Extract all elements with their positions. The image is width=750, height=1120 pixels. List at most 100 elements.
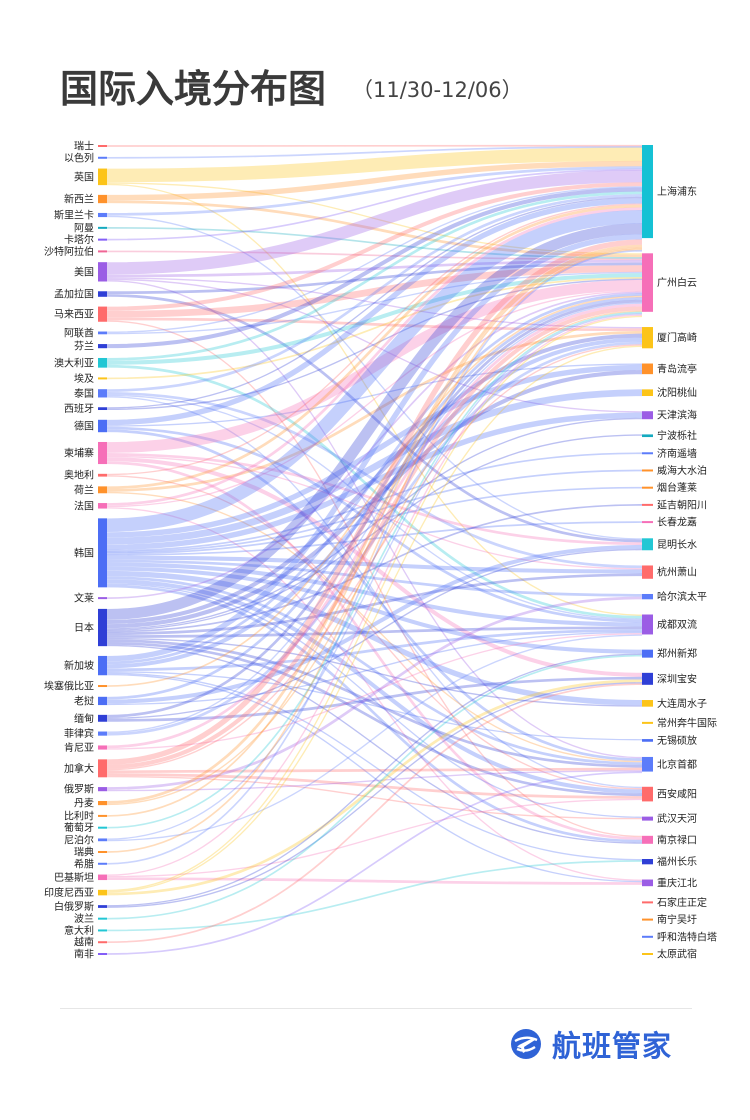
sankey-link bbox=[106, 639, 643, 768]
source-node-bar bbox=[98, 262, 107, 282]
sankey-link bbox=[106, 629, 643, 672]
source-node-label: 菲律宾 bbox=[64, 727, 94, 740]
source-node-bar bbox=[98, 441, 107, 465]
sankey-link bbox=[106, 249, 643, 865]
target-node-label: 福州长乐 bbox=[657, 855, 697, 868]
source-node-label: 以色列 bbox=[64, 151, 94, 164]
sankey-link bbox=[106, 566, 643, 654]
source-node-bar bbox=[98, 226, 107, 229]
sankey-link bbox=[106, 429, 643, 761]
sankey-link bbox=[106, 345, 643, 893]
sankey-link bbox=[106, 315, 643, 892]
sankey-link bbox=[106, 344, 643, 771]
target-node-bar bbox=[642, 565, 653, 579]
source-node-label: 德国 bbox=[74, 419, 94, 432]
target-node-bar bbox=[642, 935, 653, 938]
source-node-bar bbox=[98, 608, 107, 647]
sankey-link bbox=[106, 455, 643, 570]
source-node-bar bbox=[98, 800, 107, 806]
target-node-label: 威海大水泊 bbox=[657, 464, 707, 477]
sankey-link bbox=[106, 671, 643, 741]
sankey-link bbox=[106, 673, 643, 883]
sankey-link bbox=[106, 239, 643, 765]
sankey-link bbox=[106, 683, 643, 944]
sankey-link bbox=[106, 234, 643, 662]
target-node-bar bbox=[642, 614, 653, 635]
sankey-link bbox=[106, 295, 643, 687]
source-node-bar bbox=[98, 731, 107, 736]
sankey-link bbox=[106, 341, 643, 736]
sankey-link bbox=[106, 265, 643, 318]
target-node-label: 无锡硕放 bbox=[657, 734, 697, 747]
source-node-label: 瑞士 bbox=[74, 140, 94, 153]
target-node-bar bbox=[642, 786, 653, 802]
sankey-link bbox=[106, 644, 643, 844]
target-node-label: 延吉朝阳川 bbox=[657, 499, 707, 511]
source-node-label: 荷兰 bbox=[74, 483, 94, 496]
source-node-label: 埃及 bbox=[74, 372, 94, 385]
sankey-links bbox=[106, 144, 643, 955]
target-node-label: 深圳宝安 bbox=[657, 672, 697, 685]
source-node-bar bbox=[98, 503, 107, 509]
sankey-link bbox=[106, 548, 643, 719]
sankey-link bbox=[106, 302, 643, 733]
source-node-bar bbox=[98, 917, 107, 920]
target-node-bar bbox=[642, 253, 653, 312]
source-node-bar bbox=[98, 407, 107, 411]
sankey-link bbox=[106, 320, 643, 838]
target-node-label: 南京禄口 bbox=[657, 833, 697, 846]
sankey-link bbox=[106, 278, 643, 413]
source-node-bar bbox=[98, 714, 107, 722]
target-node-label: 南宁吴圩 bbox=[657, 913, 697, 926]
sankey-link bbox=[106, 215, 643, 540]
target-node-bar bbox=[642, 538, 653, 551]
target-node-label: 青岛流亭 bbox=[657, 362, 697, 375]
target-node-bar bbox=[642, 859, 653, 865]
sankey-link bbox=[106, 767, 643, 774]
source-node-label: 肯尼亚 bbox=[64, 741, 94, 754]
sankey-link bbox=[106, 394, 643, 620]
target-node-label: 石家庄正定 bbox=[657, 896, 707, 909]
target-node-label: 昆明长水 bbox=[657, 539, 697, 551]
target-node-bar bbox=[642, 672, 653, 685]
sankey-link bbox=[106, 364, 643, 538]
target-node-label: 天津滨海 bbox=[657, 409, 697, 422]
target-node-bar bbox=[642, 363, 653, 375]
sankey-link bbox=[106, 277, 643, 380]
sankey-link bbox=[106, 634, 643, 842]
source-node-bar bbox=[98, 745, 107, 750]
source-node-bar bbox=[98, 953, 107, 955]
source-node-label: 波兰 bbox=[74, 912, 94, 925]
source-node-label: 越南 bbox=[74, 936, 94, 949]
sankey-link bbox=[106, 773, 643, 799]
target-node-label: 武汉天河 bbox=[657, 812, 697, 825]
sankey-link bbox=[106, 297, 643, 700]
sankey-link bbox=[106, 191, 643, 361]
target-node-bar bbox=[642, 901, 653, 904]
sankey-link bbox=[106, 579, 643, 794]
sankey-link bbox=[106, 626, 643, 638]
source-node-label: 意大利 bbox=[64, 924, 94, 937]
source-node-bar bbox=[98, 238, 107, 241]
source-node-label: 瑞典 bbox=[74, 845, 94, 858]
target-node-bar bbox=[642, 145, 653, 239]
source-node-label: 印度尼西亚 bbox=[44, 886, 94, 899]
sankey-link bbox=[106, 303, 643, 749]
source-node-label: 美国 bbox=[74, 265, 94, 278]
target-node-label: 太原武宿 bbox=[657, 948, 697, 961]
source-node-bar bbox=[98, 473, 107, 477]
sankey-link bbox=[106, 370, 643, 629]
sankey-link bbox=[106, 280, 643, 759]
source-nodes: 瑞士以色列英国新西兰斯里兰卡阿曼卡塔尔沙特阿拉伯美国孟加拉国马来西亚阿联酋芬兰澳… bbox=[44, 140, 107, 961]
source-node-label: 南非 bbox=[74, 948, 94, 961]
source-node-label: 尼泊尔 bbox=[64, 833, 94, 846]
sankey-link bbox=[106, 633, 643, 750]
sankey-link bbox=[106, 457, 643, 677]
target-node-bar bbox=[642, 835, 653, 844]
source-node-bar bbox=[98, 156, 107, 159]
sankey-link bbox=[106, 642, 643, 797]
sankey-link bbox=[106, 775, 643, 820]
target-node-bar bbox=[642, 411, 653, 420]
source-node-bar bbox=[98, 862, 107, 865]
sankey-link bbox=[106, 277, 643, 329]
